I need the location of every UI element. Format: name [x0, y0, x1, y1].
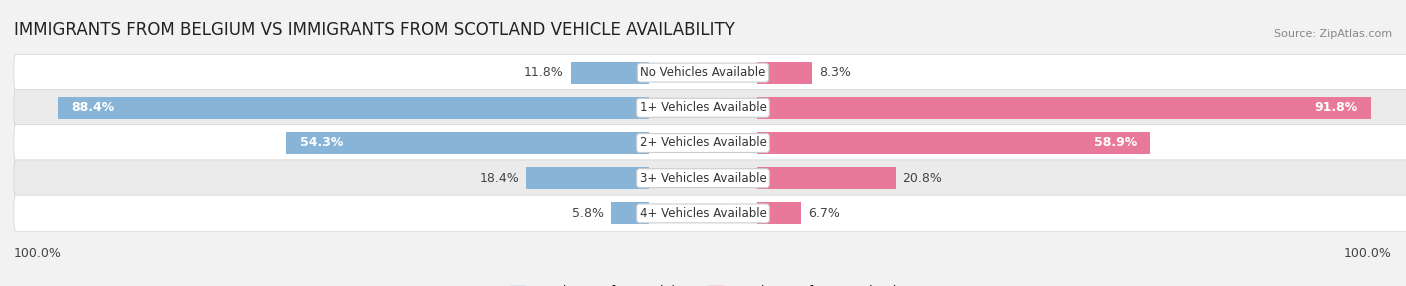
FancyBboxPatch shape	[14, 125, 1406, 161]
Text: 3+ Vehicles Available: 3+ Vehicles Available	[640, 172, 766, 185]
Text: 2+ Vehicles Available: 2+ Vehicles Available	[640, 136, 766, 150]
Text: IMMIGRANTS FROM BELGIUM VS IMMIGRANTS FROM SCOTLAND VEHICLE AVAILABILITY: IMMIGRANTS FROM BELGIUM VS IMMIGRANTS FR…	[14, 21, 735, 39]
Bar	[756, 167, 896, 189]
Text: 5.8%: 5.8%	[572, 207, 605, 220]
Text: 88.4%: 88.4%	[72, 101, 115, 114]
FancyBboxPatch shape	[14, 90, 1406, 126]
Text: 18.4%: 18.4%	[479, 172, 520, 185]
Text: 20.8%: 20.8%	[903, 172, 942, 185]
Text: 4+ Vehicles Available: 4+ Vehicles Available	[640, 207, 766, 220]
Legend: Immigrants from Belgium, Immigrants from Scotland: Immigrants from Belgium, Immigrants from…	[510, 285, 896, 286]
Text: 8.3%: 8.3%	[818, 66, 851, 79]
Bar	[610, 202, 650, 224]
FancyBboxPatch shape	[14, 54, 1406, 91]
FancyBboxPatch shape	[14, 195, 1406, 232]
Text: 100.0%: 100.0%	[14, 247, 62, 260]
Text: 54.3%: 54.3%	[299, 136, 343, 150]
FancyBboxPatch shape	[14, 160, 1406, 196]
Bar	[58, 97, 650, 119]
Bar	[756, 202, 801, 224]
Text: Source: ZipAtlas.com: Source: ZipAtlas.com	[1274, 29, 1392, 39]
Bar	[756, 62, 813, 84]
Text: No Vehicles Available: No Vehicles Available	[640, 66, 766, 79]
Text: 58.9%: 58.9%	[1094, 136, 1137, 150]
Text: 1+ Vehicles Available: 1+ Vehicles Available	[640, 101, 766, 114]
Text: 100.0%: 100.0%	[1344, 247, 1392, 260]
Bar	[287, 132, 650, 154]
Bar	[526, 167, 650, 189]
Bar	[571, 62, 650, 84]
Bar	[756, 97, 1371, 119]
Bar	[756, 132, 1150, 154]
Text: 91.8%: 91.8%	[1315, 101, 1357, 114]
Text: 6.7%: 6.7%	[808, 207, 839, 220]
Text: 11.8%: 11.8%	[524, 66, 564, 79]
